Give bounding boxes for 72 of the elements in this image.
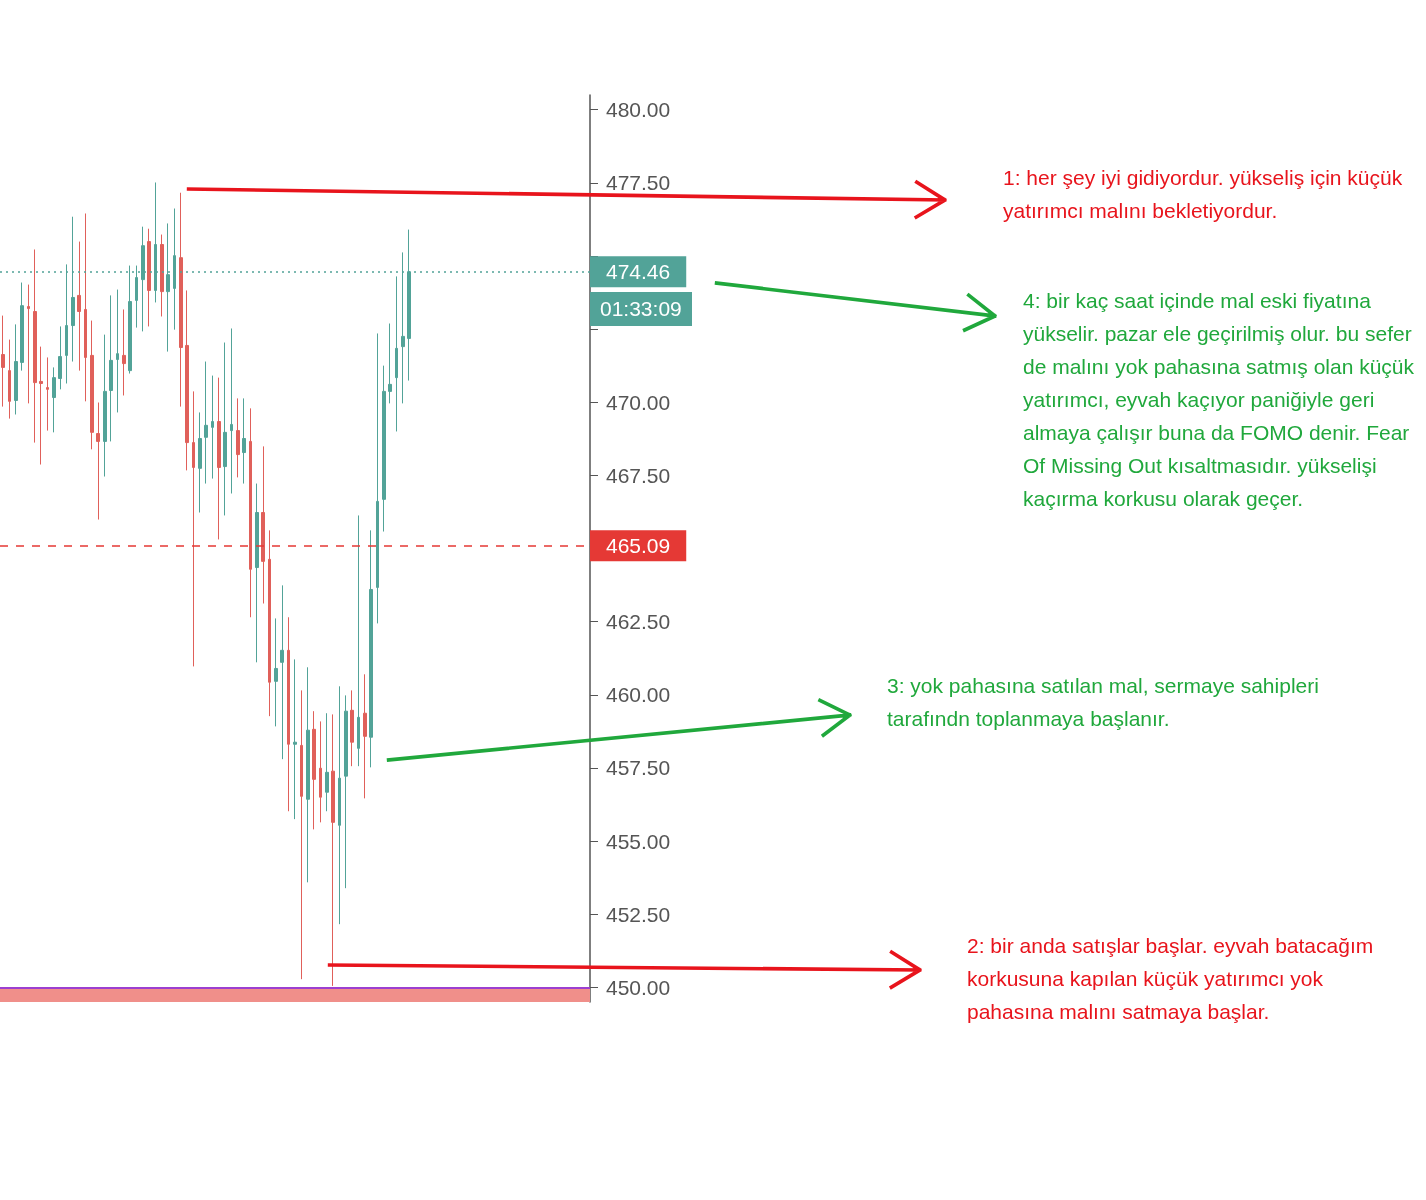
candlestick <box>96 402 100 521</box>
candlestick <box>357 514 360 767</box>
candlestick <box>109 294 113 442</box>
candlestick <box>395 275 398 432</box>
y-tick-label: 452.50 <box>606 902 671 926</box>
candlestick <box>20 282 24 372</box>
candlestick <box>280 584 284 760</box>
candlestick <box>1 315 5 408</box>
candlestick <box>261 445 265 605</box>
candlestick <box>14 323 18 415</box>
candlestick <box>319 720 322 823</box>
text: 4: bir kaç saat içinde mal eski fiyatına yükselir. pazar ele geçirilmiş olur. bu sefer de malını yok pahasına satmış olan küçük yatırımcı, eyvah kaçıyor paniğiyle geri almaya çalışır buna da FOMO denir. Fear Of Missing Out kısaltmasıdır. yükselişi kaçırma korkusu olarak geçer. <box>1023 288 1416 512</box>
candlestick <box>242 397 246 485</box>
candlestick <box>204 361 208 485</box>
candlestick <box>312 710 316 830</box>
candlestick <box>46 356 49 432</box>
text: 2: bir anda satışlar başlar. eyvah batacağım korkusuna kapılan küçük yatırımcı yok pahasına malını satmaya başlar. <box>967 933 1375 1025</box>
candlestick <box>103 334 107 478</box>
y-tick-label: 477.50 <box>606 171 671 195</box>
candlestick <box>230 327 233 494</box>
candlestick <box>8 339 11 420</box>
candlestick <box>268 529 271 717</box>
candlestick <box>160 234 164 317</box>
candlestick <box>122 308 126 396</box>
candlestick <box>350 689 354 767</box>
candlestick <box>382 365 386 533</box>
candlestick <box>344 694 348 889</box>
candlestick <box>369 529 373 768</box>
candlestick <box>90 320 94 450</box>
candlestick <box>84 213 87 402</box>
candlestick <box>274 617 278 727</box>
candlestick <box>293 658 297 820</box>
ref-line-label: 474.46 <box>606 260 671 284</box>
text: 3: yok pahasına satılan mal, sermaye sahipleri tarafındn toplanmaya başlanır. <box>887 673 1320 732</box>
candlestick <box>388 323 392 404</box>
y-tick-label: 462.50 <box>606 610 671 634</box>
candlestick <box>236 397 240 478</box>
candlestick <box>198 411 202 514</box>
y-tick-label: 470.00 <box>606 390 671 414</box>
candlestick <box>223 342 227 516</box>
candlestick <box>185 289 189 471</box>
text: 01:33:09 <box>590 291 692 326</box>
candlestick <box>300 689 303 980</box>
candlestick <box>255 483 259 663</box>
candlestick <box>363 673 367 799</box>
text: 1: her şey iyi gidiyordur. yükseliş için küçük yatırımcı malını bekletiyordur. <box>1003 165 1404 224</box>
ref-line-label: 465.09 <box>606 534 671 558</box>
candlestick <box>52 366 56 433</box>
candlestick <box>211 375 214 480</box>
candlestick <box>77 241 81 372</box>
y-tick-label: 455.00 <box>606 829 671 853</box>
candlestick <box>116 289 119 413</box>
candlestick <box>27 284 30 404</box>
candlestick <box>376 332 379 624</box>
y-tick-label: 480.00 <box>606 98 671 122</box>
candlestick <box>325 712 329 812</box>
candlestick <box>39 346 43 466</box>
candlestick <box>306 666 310 883</box>
y-tick-label: 457.50 <box>606 756 671 780</box>
y-tick-label: 450.00 <box>606 975 671 999</box>
y-tick-label: 467.50 <box>606 463 671 487</box>
candlestick <box>287 616 290 812</box>
candlestick <box>192 390 195 667</box>
candlestick <box>33 248 37 444</box>
y-tick-label: 460.00 <box>606 683 671 707</box>
candlestick <box>217 377 221 540</box>
candlestick <box>338 685 341 925</box>
candlestick <box>147 228 151 327</box>
candlestick <box>249 407 252 618</box>
candlestick <box>179 192 183 408</box>
candlestick <box>331 713 335 987</box>
candlestick <box>58 325 62 390</box>
